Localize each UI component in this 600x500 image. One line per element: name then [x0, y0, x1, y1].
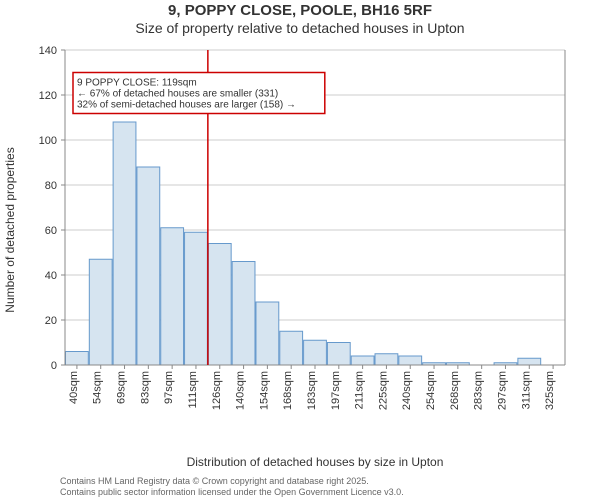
svg-text:97sqm: 97sqm: [163, 371, 175, 404]
footer-line-2: Contains public sector information licen…: [60, 487, 590, 498]
footer-attribution: Contains HM Land Registry data © Crown c…: [60, 476, 590, 498]
svg-text:283sqm: 283sqm: [473, 371, 485, 410]
svg-text:240sqm: 240sqm: [401, 371, 413, 410]
svg-text:140: 140: [39, 45, 57, 57]
svg-text:120: 120: [39, 90, 57, 102]
svg-text:54sqm: 54sqm: [92, 371, 104, 404]
svg-text:9 POPPY CLOSE: 119sqm: 9 POPPY CLOSE: 119sqm: [77, 78, 197, 89]
chart-title-sub: Size of property relative to detached ho…: [0, 20, 600, 36]
svg-text:69sqm: 69sqm: [116, 371, 128, 404]
svg-text:0: 0: [51, 360, 57, 372]
svg-text:168sqm: 168sqm: [282, 371, 294, 410]
chart-svg: 0 20 40 60 80 100 120 140 40sqm 54sqm 69sqm 83sqm 97…: [30, 45, 570, 420]
chart-container: 9, POPPY CLOSE, POOLE, BH16 5RF Size of …: [0, 0, 600, 500]
svg-text:111sqm: 111sqm: [187, 371, 199, 409]
chart-title-main: 9, POPPY CLOSE, POOLE, BH16 5RF: [0, 2, 600, 19]
svg-text:100: 100: [39, 135, 57, 147]
svg-text:40: 40: [45, 270, 57, 282]
svg-text:183sqm: 183sqm: [306, 371, 318, 410]
svg-text:154sqm: 154sqm: [258, 371, 270, 410]
svg-text:← 67% of detached houses are s: ← 67% of detached houses are smaller (33…: [77, 89, 278, 100]
svg-text:140sqm: 140sqm: [235, 371, 247, 410]
svg-text:80: 80: [45, 180, 57, 192]
svg-text:197sqm: 197sqm: [330, 371, 342, 410]
svg-text:254sqm: 254sqm: [425, 371, 437, 410]
x-axis-label: Distribution of detached houses by size …: [60, 455, 570, 469]
svg-text:83sqm: 83sqm: [139, 371, 151, 404]
y-axis-label: Number of detached properties: [3, 147, 17, 312]
svg-text:20: 20: [45, 315, 57, 327]
svg-text:297sqm: 297sqm: [496, 371, 508, 410]
svg-text:311sqm: 311sqm: [520, 371, 532, 409]
plot-area: 02040608010012014040sqm54sqm69sqm83sqm97…: [60, 45, 570, 420]
svg-text:268sqm: 268sqm: [449, 371, 461, 410]
svg-text:60: 60: [45, 225, 57, 237]
svg-text:211sqm: 211sqm: [354, 371, 366, 409]
footer-line-1: Contains HM Land Registry data © Crown c…: [60, 476, 590, 487]
svg-text:325sqm: 325sqm: [544, 371, 556, 410]
svg-text:126sqm: 126sqm: [211, 371, 223, 410]
svg-text:32% of semi-detached houses ar: 32% of semi-detached houses are larger (…: [77, 100, 296, 111]
svg-text:40sqm: 40sqm: [68, 371, 80, 404]
svg-text:225sqm: 225sqm: [377, 371, 389, 410]
